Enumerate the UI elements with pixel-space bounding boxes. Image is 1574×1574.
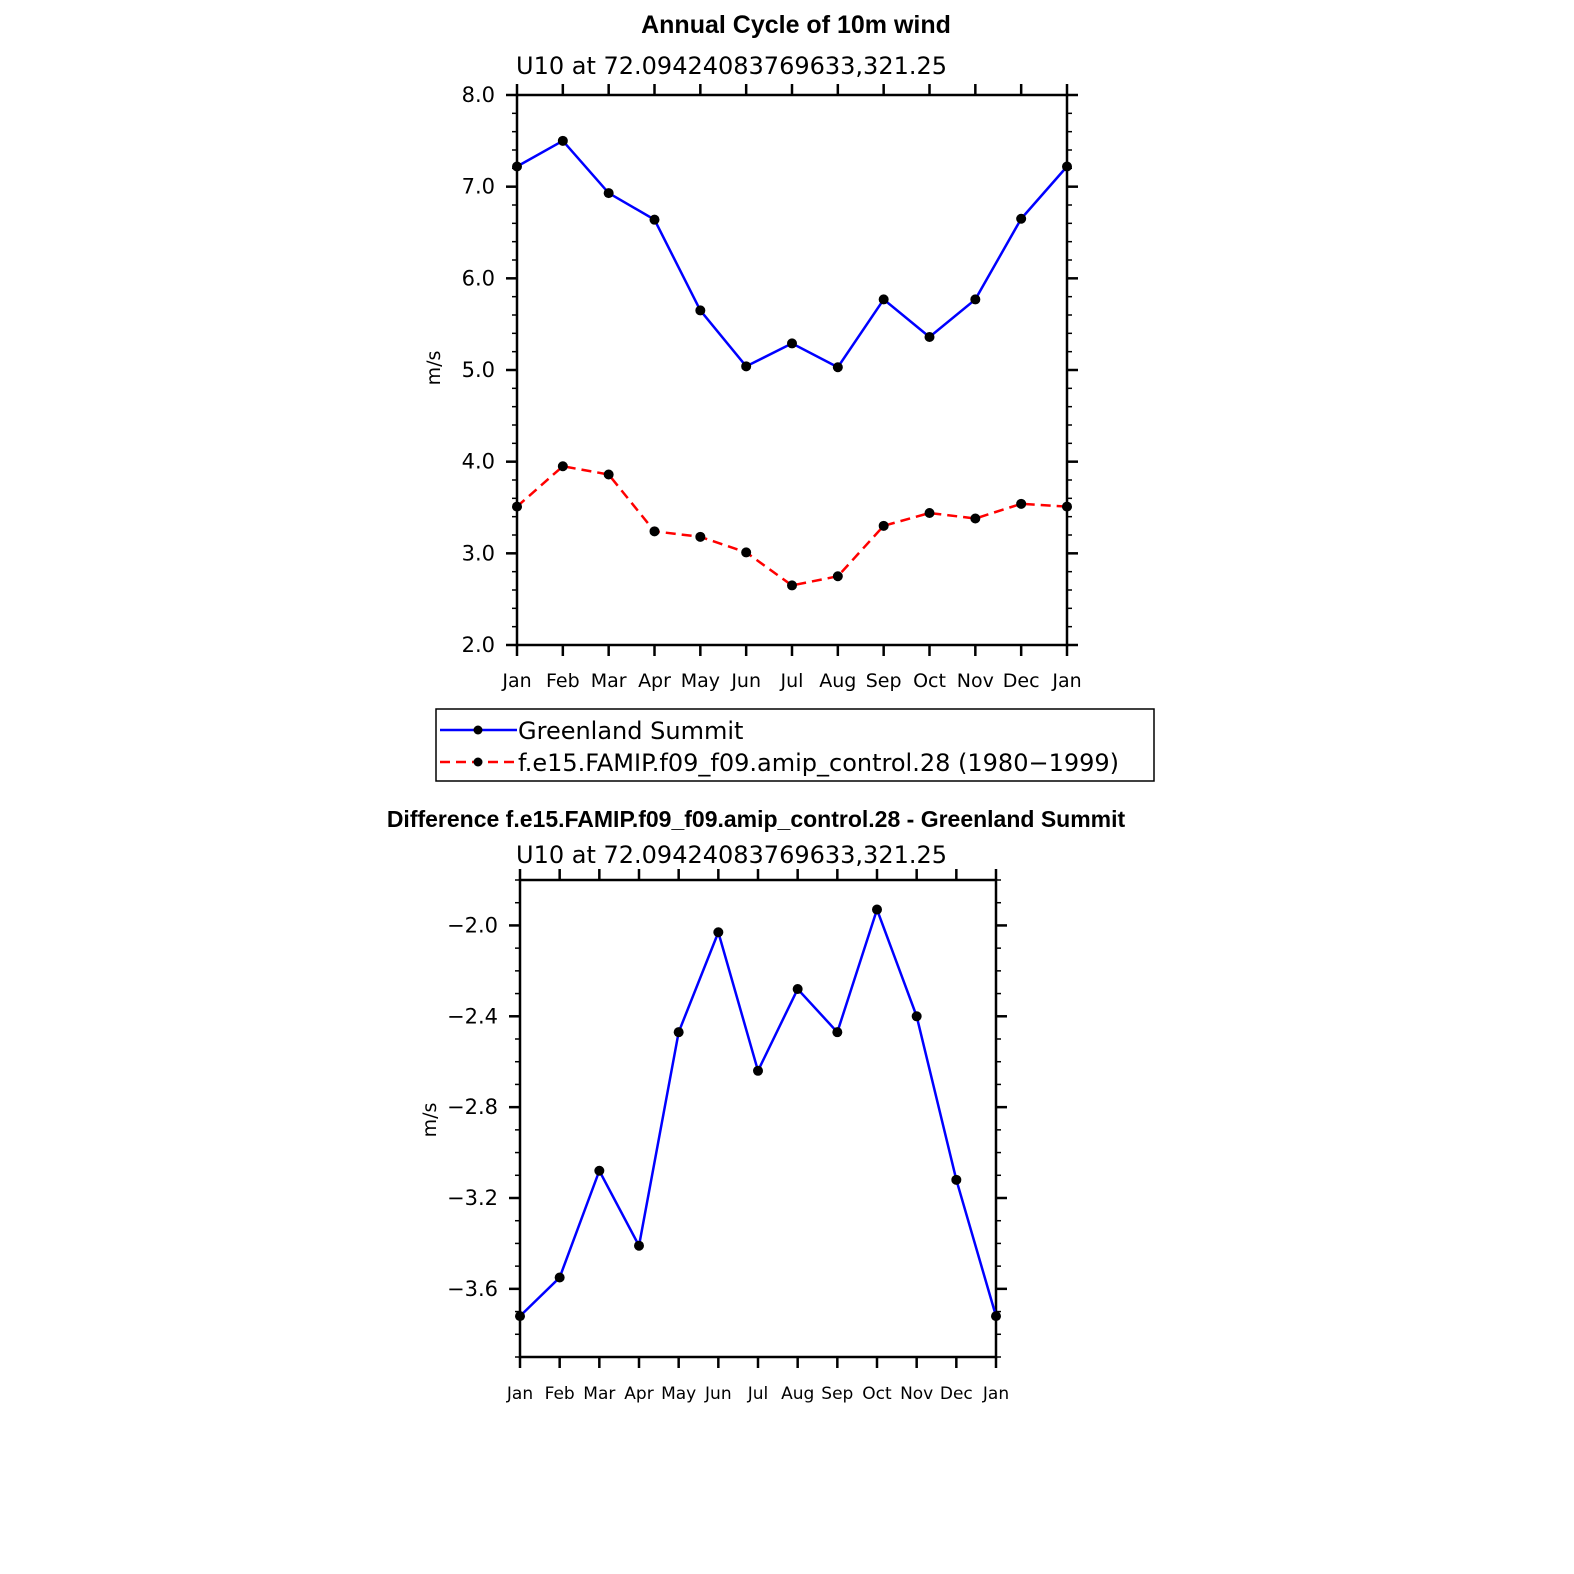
difference-chart: Difference f.e15.FAMIP.f09_f09.amip_cont…	[387, 806, 1126, 1404]
chart2-title: Difference f.e15.FAMIP.f09_f09.amip_cont…	[387, 806, 1126, 832]
xtick-label: Nov	[957, 670, 994, 692]
xtick-label: Aug	[819, 670, 856, 692]
data-point	[557, 461, 568, 472]
data-point	[557, 135, 568, 146]
data-point	[1062, 161, 1072, 172]
data-point	[911, 1011, 922, 1022]
data-point	[787, 580, 797, 591]
ytick-label: 6.0	[462, 266, 495, 290]
xtick-label: Jan	[982, 1384, 1009, 1404]
ytick-label: 2.0	[462, 633, 495, 657]
xtick-label: Jun	[730, 670, 761, 692]
xtick-label: Jan	[501, 670, 531, 692]
data-point	[1016, 498, 1027, 509]
legend-marker-model	[473, 757, 483, 767]
xtick-label: May	[661, 1384, 696, 1404]
data-point	[951, 1174, 962, 1185]
xtick-label: Mar	[591, 670, 627, 692]
data-point	[512, 501, 522, 512]
ytick-label: −2.8	[447, 1095, 498, 1119]
data-point	[991, 1311, 1001, 1322]
xtick-label: Aug	[781, 1384, 814, 1404]
xtick-label: Apr	[638, 670, 671, 692]
legend-marker-greenland	[473, 725, 483, 735]
data-point	[970, 294, 981, 305]
data-point	[695, 531, 706, 542]
ytick-label: −2.4	[447, 1004, 498, 1028]
chart1-title: Annual Cycle of 10m wind	[641, 11, 951, 39]
data-point	[649, 214, 660, 225]
xtick-label: Oct	[862, 1384, 892, 1404]
ytick-label: −3.2	[447, 1186, 498, 1210]
ytick-label: 4.0	[462, 450, 495, 474]
xtick-label: Jan	[1051, 670, 1081, 692]
legend-label-greenland: Greenland Summit	[518, 717, 743, 745]
legend-box	[435, 708, 1155, 782]
data-point	[695, 305, 706, 316]
xtick-label: Oct	[913, 670, 946, 692]
data-point	[878, 520, 889, 531]
data-point	[1016, 213, 1027, 224]
data-point	[878, 294, 889, 305]
data-point	[924, 332, 935, 342]
data-point	[832, 571, 843, 582]
xtick-label: Sep	[821, 1384, 853, 1404]
ytick-label: 7.0	[462, 175, 495, 199]
data-point	[832, 1027, 843, 1038]
data-point	[594, 1165, 605, 1176]
data-point	[603, 188, 614, 199]
xtick-label: Nov	[900, 1384, 933, 1404]
series-line-1	[516, 464, 1068, 587]
xtick-label: Feb	[545, 1384, 575, 1404]
data-point	[512, 161, 522, 172]
data-point	[787, 338, 797, 349]
series-line-0	[516, 139, 1068, 369]
xtick-label: Feb	[546, 670, 580, 692]
data-point	[673, 1027, 684, 1038]
xtick-label: Mar	[583, 1384, 615, 1404]
xtick-label: Apr	[624, 1384, 653, 1404]
xtick-label: Jan	[506, 1384, 533, 1404]
ytick-label: 3.0	[462, 541, 495, 565]
xtick-label: Jul	[780, 670, 804, 692]
ytick-label: 5.0	[462, 358, 495, 382]
chart2-subtitle: U10 at 72.09424083769633,321.25	[516, 841, 947, 869]
data-point	[634, 1240, 644, 1251]
chart1-subtitle: U10 at 72.09424083769633,321.25	[516, 52, 947, 80]
xtick-label: Jun	[704, 1384, 732, 1404]
chart2-ylabel: m/s	[419, 1103, 441, 1138]
legend-label-model: f.e15.FAMIP.f09_f09.amip_control.28 (198…	[518, 749, 1119, 777]
chart2-plot-frame	[518, 878, 998, 1359]
data-point	[970, 513, 981, 524]
data-point	[741, 361, 752, 372]
data-point	[649, 526, 660, 537]
ytick-label: −2.0	[447, 913, 498, 937]
ytick-label: −3.6	[447, 1277, 498, 1301]
data-point	[872, 904, 882, 915]
xtick-label: Dec	[1003, 670, 1040, 692]
data-point	[713, 927, 724, 938]
data-point	[792, 984, 803, 995]
xtick-label: Dec	[940, 1384, 973, 1404]
chart1-ylabel: m/s	[423, 351, 445, 386]
legend: Greenland Summit f.e15.FAMIP.f09_f09.ami…	[435, 708, 1155, 782]
data-point	[1062, 501, 1072, 512]
series-line-0	[519, 905, 998, 1318]
data-point	[603, 469, 614, 480]
ytick-label: 8.0	[462, 83, 495, 107]
data-point	[554, 1272, 565, 1283]
chart1-plot-frame	[515, 93, 1069, 647]
data-point	[753, 1065, 763, 1076]
xtick-label: Jul	[747, 1384, 769, 1404]
annual-cycle-chart: Annual Cycle of 10m wind U10 at 72.09424…	[423, 11, 1082, 692]
xtick-label: Sep	[866, 670, 902, 692]
xtick-label: May	[681, 670, 720, 692]
data-point	[924, 508, 935, 518]
data-point	[515, 1311, 525, 1322]
data-point	[832, 362, 843, 373]
data-point	[741, 547, 752, 558]
